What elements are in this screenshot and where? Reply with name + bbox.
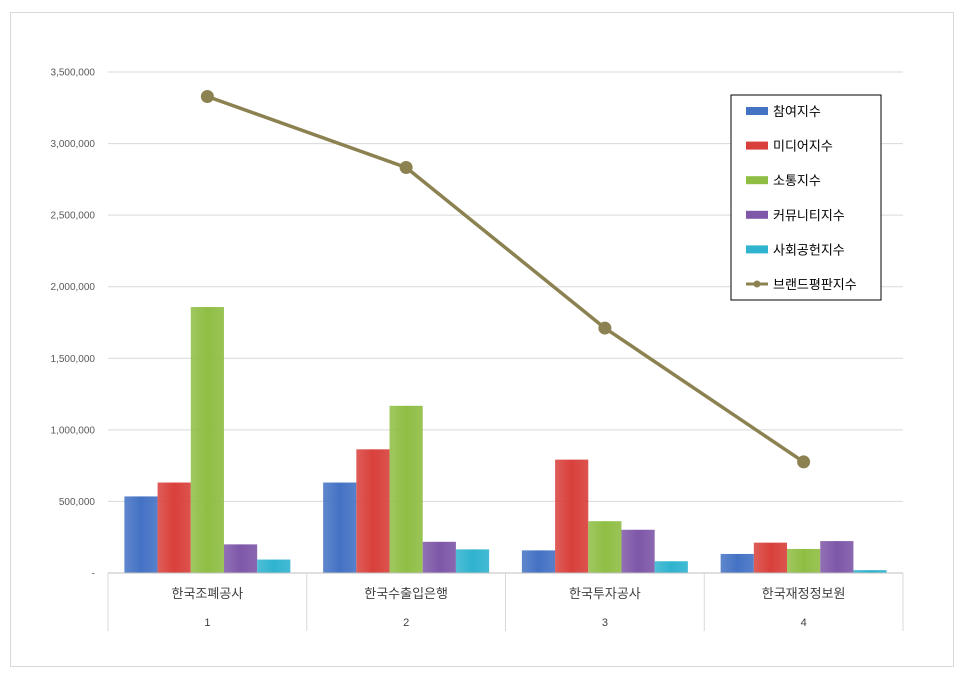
legend-swatch <box>746 107 768 115</box>
bar <box>753 542 788 573</box>
x-category-index: 4 <box>801 617 807 629</box>
bar <box>621 529 655 573</box>
y-tick-label: 3,000,000 <box>51 139 96 150</box>
bar <box>588 521 622 573</box>
bar <box>190 307 224 573</box>
x-category-index: 3 <box>602 617 608 629</box>
legend-label: 참여지수 <box>773 104 821 119</box>
legend-box <box>730 94 882 301</box>
line-point <box>200 89 214 103</box>
line-point <box>598 321 612 335</box>
y-tick-label: 1,500,000 <box>51 354 96 365</box>
y-tick-label: 2,500,000 <box>51 211 96 222</box>
legend-swatch-marker <box>753 280 761 288</box>
legend-swatch <box>746 245 768 254</box>
bar <box>124 496 158 573</box>
bar <box>820 541 854 573</box>
y-axis-ticks: - 500,000 1,000,000 1,500,000 2,000,000 2,500… <box>51 68 96 580</box>
legend-label: 소통지수 <box>773 173 821 188</box>
x-category-label: 한국투자공사 <box>569 586 641 601</box>
y-tick-label: 2,000,000 <box>51 282 96 293</box>
bar <box>521 550 556 573</box>
bar <box>853 570 887 573</box>
bar <box>720 553 754 573</box>
bar <box>455 549 490 573</box>
y-tick-label: 500,000 <box>59 497 96 508</box>
legend-label: 브랜드평판지수 <box>773 277 857 292</box>
y-tick-label: 1,000,000 <box>51 425 96 436</box>
line-point <box>797 455 811 469</box>
bar <box>555 459 589 573</box>
bar <box>257 559 291 573</box>
x-axis: 한국조폐공사 1 한국수출입은행 2 한국투자공사 3 한국재정정보원 4 <box>107 572 904 631</box>
line-point <box>399 160 413 174</box>
x-category-index: 2 <box>403 617 409 629</box>
bar <box>787 548 821 573</box>
legend-label: 미디어지수 <box>773 139 833 154</box>
bar <box>356 449 390 573</box>
legend-label: 사회공헌지수 <box>773 242 845 257</box>
legend-label: 커뮤니티지수 <box>773 208 845 223</box>
x-category-label: 한국재정정보원 <box>762 586 846 601</box>
bars <box>124 307 887 573</box>
x-category-index: 1 <box>204 617 210 629</box>
bar <box>422 541 456 573</box>
x-category-label: 한국수출입은행 <box>364 586 448 601</box>
x-category-label: 한국조폐공사 <box>171 586 243 601</box>
bar <box>157 482 191 573</box>
line-path <box>206 94 805 464</box>
bar <box>323 482 357 573</box>
bar <box>389 405 423 573</box>
bar <box>223 544 258 573</box>
y-tick-label: - <box>92 569 95 580</box>
legend-swatch <box>746 210 768 219</box>
y-tick-label: 3,500,000 <box>51 68 96 79</box>
legend-swatch <box>746 176 768 185</box>
legend-swatch <box>746 141 768 150</box>
brand-reputation-line <box>200 89 811 469</box>
bar <box>654 561 688 573</box>
